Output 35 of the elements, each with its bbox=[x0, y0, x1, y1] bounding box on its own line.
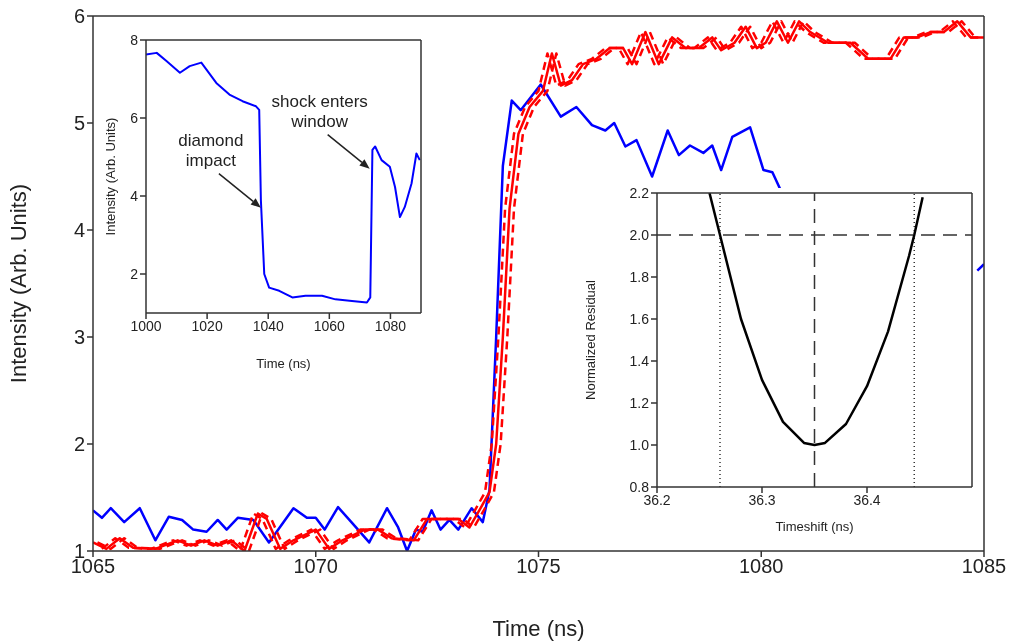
y-tick-label: 1.2 bbox=[629, 394, 650, 411]
y-tick-label: 5 bbox=[73, 112, 85, 135]
x-axis-title: Time (ns) bbox=[492, 616, 585, 641]
x-tick-label: 1070 bbox=[293, 555, 338, 578]
x-axis-title: Time (ns) bbox=[256, 356, 311, 371]
y-axis-title: Normalized Residual bbox=[582, 279, 598, 400]
annotation: shock enters window bbox=[271, 91, 368, 131]
y-tick-label: 6 bbox=[130, 109, 139, 126]
y-tick-label: 1.6 bbox=[629, 310, 650, 327]
x-tick-label: 1085 bbox=[961, 555, 1007, 578]
x-tick-label: 1080 bbox=[374, 317, 407, 334]
y-tick-label: 1.8 bbox=[629, 268, 650, 285]
x-tick-label: 1080 bbox=[739, 555, 784, 578]
y-axis-title: Intensity (Arb. Units) bbox=[5, 183, 31, 384]
x-axis-title: Timeshift (ns) bbox=[775, 519, 854, 534]
y-tick-label: 2 bbox=[73, 433, 85, 456]
x-tick-label: 1020 bbox=[191, 317, 223, 334]
y-tick-label: 2.0 bbox=[629, 226, 650, 243]
y-tick-label: 2 bbox=[130, 265, 139, 282]
x-tick-label: 1060 bbox=[313, 317, 346, 334]
y-tick-label: 6 bbox=[73, 5, 85, 28]
y-tick-label: 8 bbox=[130, 31, 139, 48]
y-tick-label: 4 bbox=[73, 219, 85, 242]
y-axis-title: Intensity (Arb. Units) bbox=[102, 117, 118, 236]
x-tick-label: 1040 bbox=[252, 317, 284, 334]
annotation: diamond impact bbox=[178, 130, 244, 170]
x-tick-label: 36.4 bbox=[853, 491, 881, 508]
y-tick-label: 2.2 bbox=[629, 184, 650, 201]
y-tick-label: 4 bbox=[130, 187, 139, 204]
y-tick-label: 3 bbox=[73, 326, 85, 349]
x-tick-label: 36.3 bbox=[748, 491, 776, 508]
y-tick-label: 1.0 bbox=[629, 436, 650, 453]
x-tick-label: 1075 bbox=[516, 555, 561, 578]
y-tick-label: 1.4 bbox=[629, 352, 650, 369]
x-tick-label: 1000 bbox=[130, 317, 162, 334]
